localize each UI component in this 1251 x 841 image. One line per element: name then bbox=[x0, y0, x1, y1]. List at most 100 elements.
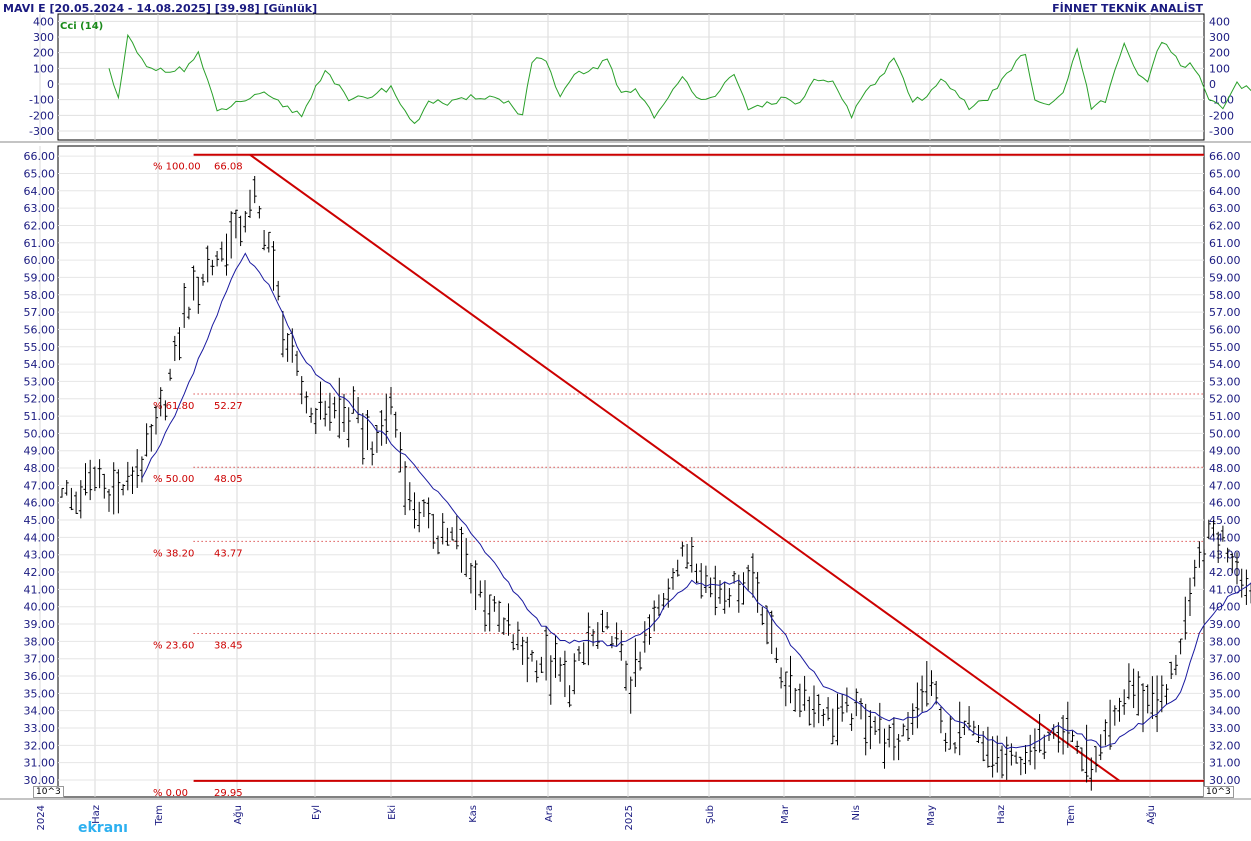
ohlc-bar bbox=[671, 568, 675, 590]
ohlc-bar bbox=[83, 463, 88, 496]
price-tick-label-left: 38.00 bbox=[24, 635, 56, 648]
cci-indicator-label: Cci (14) bbox=[60, 21, 104, 32]
fib-level-value: 52.27 bbox=[214, 401, 243, 412]
price-tick-label-left: 40.00 bbox=[24, 601, 56, 614]
ohlc-bar bbox=[243, 211, 248, 233]
ohlc-bar bbox=[1225, 547, 1230, 563]
cci-tick-label-left: 0 bbox=[47, 78, 54, 91]
ohlc-bar bbox=[826, 697, 831, 721]
ohlc-bar bbox=[647, 614, 652, 645]
ohlc-bar bbox=[313, 407, 318, 434]
ohlc-bar bbox=[708, 577, 713, 598]
x-axis-label: Haz bbox=[996, 805, 1007, 824]
ohlc-bar bbox=[976, 725, 981, 744]
ohlc-bar bbox=[985, 726, 990, 768]
ohlc-bar bbox=[633, 638, 638, 687]
ohlc-bar bbox=[88, 459, 93, 501]
price-tick-label-left: 65.00 bbox=[24, 167, 56, 180]
price-tick-label-right: 55.00 bbox=[1209, 341, 1241, 354]
ohlc-bar bbox=[868, 710, 873, 750]
price-tick-label-right: 60.00 bbox=[1209, 254, 1241, 267]
fib-level-value: 29.95 bbox=[214, 788, 243, 799]
ohlc-bar bbox=[924, 661, 929, 707]
ohlc-bar bbox=[1023, 745, 1028, 774]
fib-level-pct: % 0.00 bbox=[153, 788, 188, 799]
ohlc-bar bbox=[591, 629, 596, 647]
ohlc-bar bbox=[403, 461, 408, 516]
ohlc-bar bbox=[981, 731, 986, 762]
ohlc-bar bbox=[534, 660, 539, 683]
ohlc-bar bbox=[1131, 668, 1136, 709]
ohlc-bar bbox=[929, 670, 934, 696]
ohlc-bar bbox=[487, 594, 492, 632]
x-axis-label: Mar bbox=[780, 804, 791, 824]
ohlc-bar bbox=[201, 273, 205, 286]
ohlc-bar bbox=[638, 651, 643, 671]
ohlc-bar bbox=[577, 646, 581, 662]
price-tick-label-right: 53.00 bbox=[1209, 375, 1241, 388]
ohlc-bar bbox=[520, 636, 525, 665]
x-axis-label: Tem bbox=[1066, 805, 1077, 826]
ohlc-bar bbox=[280, 310, 285, 358]
ohlc-bar bbox=[407, 482, 412, 511]
price-tick-label-right: 47.00 bbox=[1209, 479, 1241, 492]
ohlc-bar bbox=[1112, 705, 1117, 726]
ohlc-bar bbox=[619, 630, 624, 661]
ohlc-bar bbox=[436, 535, 440, 555]
price-tick-label-left: 61.00 bbox=[24, 237, 56, 250]
ohlc-bar bbox=[821, 709, 826, 727]
price-tick-label-left: 57.00 bbox=[24, 306, 56, 319]
ohlc-bar bbox=[567, 685, 572, 708]
ohlc-bar bbox=[205, 245, 210, 283]
price-tick-label-left: 66.00 bbox=[24, 150, 56, 163]
ohlc-bar bbox=[60, 487, 64, 498]
ohlc-bar bbox=[309, 407, 314, 423]
ohlc-bar bbox=[1032, 728, 1037, 770]
cci-line bbox=[108, 33, 1251, 125]
ohlc-bar bbox=[266, 231, 271, 253]
ohlc-bar bbox=[915, 682, 920, 729]
ohlc-bar bbox=[1150, 676, 1155, 720]
ohlc-bar bbox=[1202, 549, 1207, 580]
ohlc-bar bbox=[572, 653, 577, 695]
ohlc-bar bbox=[727, 588, 732, 608]
cci-panel-frame bbox=[57, 13, 1205, 141]
ohlc-bar bbox=[628, 676, 633, 714]
price-tick-label-right: 64.00 bbox=[1209, 185, 1241, 198]
ohlc-bar bbox=[1220, 525, 1225, 542]
ohlc-bar bbox=[69, 487, 74, 511]
ohlc-bar bbox=[182, 283, 187, 328]
ohlc-bar bbox=[97, 459, 102, 489]
ohlc-bar bbox=[421, 499, 426, 518]
price-tick-label-left: 59.00 bbox=[24, 271, 56, 284]
ohlc-bar bbox=[877, 702, 882, 744]
ohlc-bar bbox=[379, 410, 384, 446]
x-axis-label: Ağu bbox=[1145, 805, 1157, 825]
ohlc-bar bbox=[854, 688, 859, 717]
ohlc-bar bbox=[248, 189, 252, 219]
ohlc-bar bbox=[718, 580, 722, 604]
ohlc-bar bbox=[168, 368, 173, 381]
price-tick-label-right: 34.00 bbox=[1209, 705, 1241, 718]
ohlc-bar bbox=[957, 701, 962, 756]
cci-tick-label-left: -300 bbox=[29, 125, 54, 138]
price-tick-label-left: 37.00 bbox=[24, 653, 56, 666]
price-tick-label-left: 50.00 bbox=[24, 427, 56, 440]
ohlc-bar bbox=[1164, 684, 1169, 705]
ohlc-bar bbox=[215, 250, 220, 267]
ohlc-bar bbox=[412, 492, 417, 529]
ohlc-bar bbox=[393, 411, 398, 438]
ohlc-bar bbox=[953, 741, 957, 754]
fib-level-value: 38.45 bbox=[214, 641, 243, 652]
ohlc-bar bbox=[1188, 577, 1192, 617]
ohlc-bar bbox=[431, 513, 436, 549]
ohlc-bar bbox=[901, 723, 906, 737]
price-tick-label-left: 60.00 bbox=[24, 254, 56, 267]
price-tick-label-right: 62.00 bbox=[1209, 219, 1241, 232]
ohlc-bar bbox=[304, 391, 309, 414]
chart-header-brand: FİNNET TEKNİK ANALİST bbox=[1052, 2, 1203, 15]
ohlc-bar bbox=[703, 565, 708, 594]
ohlc-bar bbox=[257, 205, 262, 219]
price-tick-label-right: 35.00 bbox=[1209, 687, 1241, 700]
ohlc-bar bbox=[337, 377, 342, 439]
